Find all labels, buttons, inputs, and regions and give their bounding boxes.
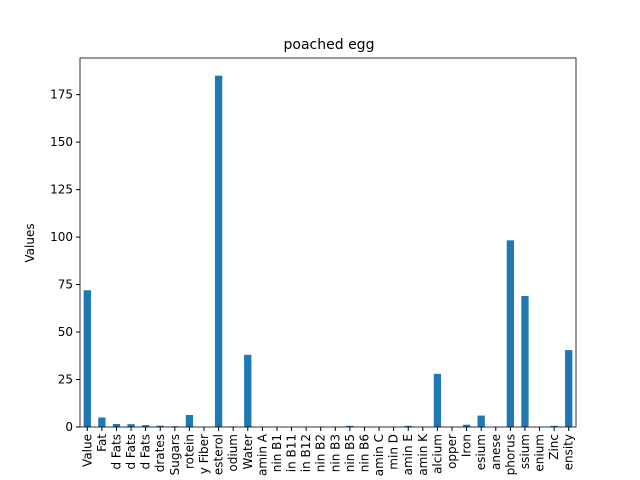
x-tick-label: odium [226,434,240,472]
bar [565,350,573,427]
x-tick-label: amin E [401,434,415,475]
x-tick-label: nin B2 [314,434,328,472]
x-tick-label: d Fats [109,434,123,470]
x-tick-label: alcium [430,434,444,474]
bar [346,425,354,427]
bar [142,425,150,427]
x-tick-label: nin B6 [357,434,371,472]
x-tick-label: d Fats [139,434,153,470]
bar [98,417,106,427]
x-tick-label: phorus [503,434,517,475]
y-tick-label: 100 [50,230,73,244]
bar [127,424,135,427]
bar [83,290,91,427]
bar [185,415,194,427]
x-tick-label: ssium [518,434,532,469]
y-tick-label: 125 [50,183,73,197]
x-tick-label: amin C [372,434,386,476]
bar [156,425,164,427]
x-tick-label: Water [241,434,255,470]
x-tick-label: Fat [95,434,109,452]
y-tick-label: 25 [58,373,73,387]
bar [112,423,121,427]
x-tick-label: in B11 [285,434,299,472]
plot-frame [79,57,577,428]
x-tick-label: opper [445,434,459,469]
bar [506,240,514,427]
x-tick-label: d Fats [124,434,138,470]
x-tick-label: Sugars [168,434,182,475]
y-axis-label: Values [23,223,37,262]
y-tick-label: 150 [50,135,73,149]
x-tick-label: rotein [182,434,196,469]
chart-title: poached egg [284,37,375,53]
y-tick-label: 50 [58,325,73,339]
x-tick-label: drates [153,434,167,472]
x-tick-label: esterol [212,434,226,475]
x-tick-label: min D [387,434,401,470]
x-tick-label: amin K [416,433,430,476]
x-tick-label: enium [533,434,547,472]
bar [244,354,252,427]
x-tick-label: y Fiber [197,434,211,474]
x-tick-label: amin A [255,433,269,476]
x-tick-label: ensity [562,434,576,470]
y-tick-label: 0 [65,420,73,434]
bar [433,373,442,427]
bar [521,295,529,427]
bar [550,425,558,427]
x-tick-label: esium [474,434,488,470]
y-tick-label: 75 [58,278,73,292]
y-tick-label: 175 [50,88,73,102]
bar [404,425,412,427]
x-tick-label: anese [489,434,503,470]
bar [477,415,485,427]
x-tick-label: Iron [460,434,474,457]
x-tick-label: in B12 [299,434,313,472]
x-tick-label: nin B5 [343,434,357,472]
x-tick-label: nin B1 [270,434,284,472]
x-tick-label: Value [80,434,94,467]
bar [462,424,471,427]
x-tick-label: nin B3 [328,434,342,472]
bar [214,75,223,427]
x-tick-label: Zinc [547,434,561,460]
